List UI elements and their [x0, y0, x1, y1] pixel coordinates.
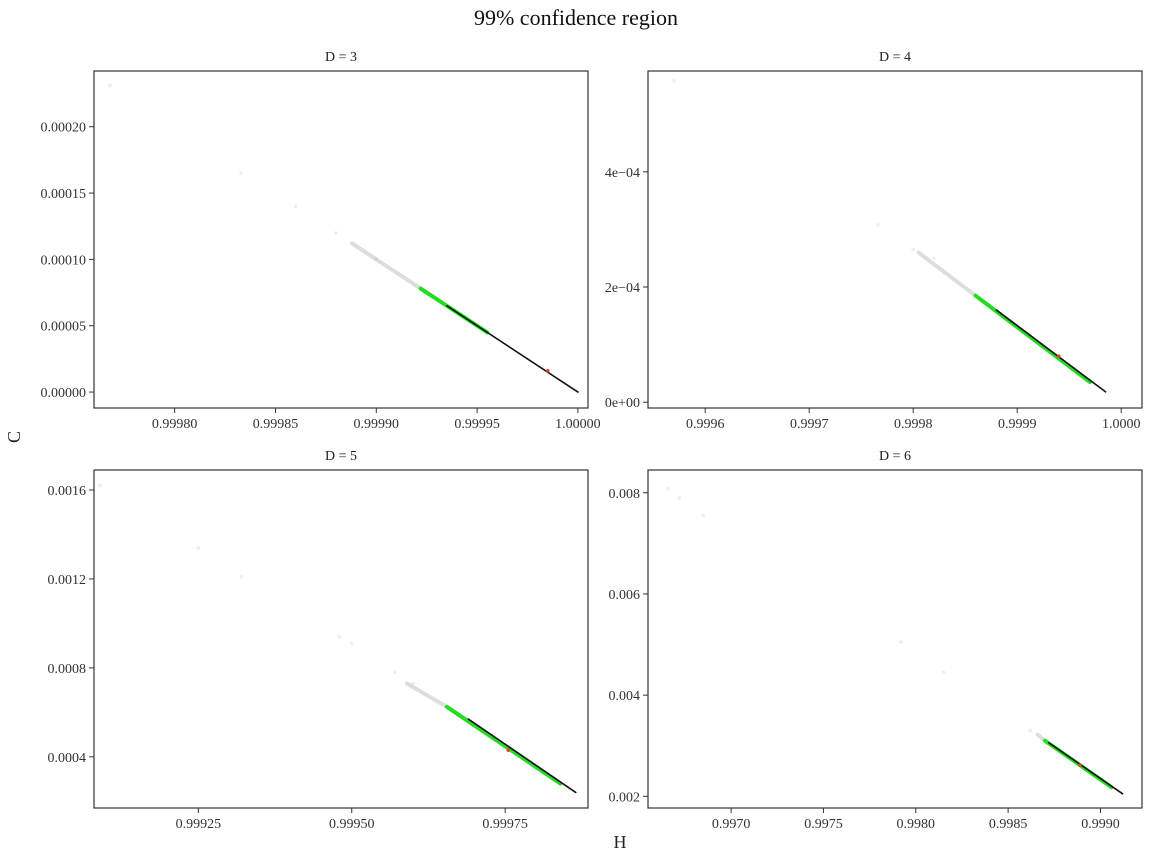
cloud-point	[672, 78, 676, 83]
y-tick-label: 0.008	[609, 487, 641, 502]
panel-border	[93, 70, 589, 409]
y-tick-label: 0.002	[609, 790, 641, 805]
x-tick-label: 0.9970	[712, 817, 751, 832]
y-tick-label: 0.0004	[48, 751, 87, 766]
y-tick-label: 0.00020	[41, 121, 87, 136]
panel-border	[647, 469, 1143, 809]
y-tick-label: 4e−04	[605, 166, 640, 181]
cloud-point	[392, 670, 397, 675]
y-tick-label: 2e−04	[605, 281, 640, 296]
cloud-point	[701, 513, 706, 518]
cloud-point	[239, 574, 244, 579]
cloud-point	[334, 231, 338, 235]
x-tick-label: 0.99995	[454, 417, 500, 432]
cloud-point	[374, 257, 379, 262]
panel-data	[666, 486, 1124, 795]
x-tick-label: 0.9998	[894, 417, 933, 432]
cloud-point	[239, 171, 243, 175]
facet-panel: D = 6 0.9970 0.9975 0.9980 0.9985 0.9990 0.002…	[609, 449, 1143, 832]
panel-data	[672, 78, 1107, 393]
x-tick-label: 0.9996	[686, 417, 725, 432]
x-axis-label: H	[613, 832, 627, 852]
facet-strip-title: D = 4	[879, 50, 911, 65]
x-tick-label: 1.0000	[1102, 417, 1141, 432]
cloud-point	[899, 640, 903, 644]
x-tick-label: 0.99985	[253, 417, 299, 432]
x-tick-label: 0.99980	[152, 417, 198, 432]
x-tick-label: 0.99925	[176, 817, 222, 832]
cloud-point	[941, 670, 946, 675]
facet-strip-title: D = 5	[325, 449, 357, 464]
y-tick-label: 0.0016	[48, 484, 87, 499]
panel-border	[93, 469, 589, 809]
estimate-point	[545, 369, 550, 373]
y-tick-label: 0.00005	[41, 320, 87, 335]
x-tick-label: 0.9975	[804, 817, 843, 832]
x-tick-label: 0.99990	[354, 417, 400, 432]
x-tick-label: 0.99950	[329, 817, 375, 832]
cloud-point	[349, 641, 354, 646]
estimate-point	[506, 748, 511, 752]
x-tick-label: 0.9985	[989, 817, 1028, 832]
cloud-point	[666, 486, 671, 491]
cloud-band	[916, 250, 978, 298]
facet-strip-title: D = 3	[325, 50, 357, 65]
x-tick-label: 0.99975	[482, 817, 528, 832]
panel-data	[98, 483, 577, 794]
confidence-region-band	[973, 293, 1092, 385]
x-tick-label: 0.9990	[1081, 817, 1120, 832]
cloud-point	[1028, 728, 1033, 733]
cloud-point	[196, 546, 201, 550]
x-tick-label: 1.00000	[555, 417, 601, 432]
cloud-band	[404, 681, 449, 709]
cloud-point	[411, 681, 415, 686]
estimate-point	[1078, 763, 1082, 767]
confidence-region-band	[444, 704, 563, 786]
panel-data	[108, 83, 579, 393]
x-tick-label: 0.9997	[790, 417, 829, 432]
y-tick-label: 0.0012	[48, 573, 87, 588]
y-tick-label: 0.00015	[41, 187, 87, 202]
x-tick-label: 0.9980	[897, 817, 936, 832]
y-tick-label: 0.0008	[48, 662, 87, 677]
facet-panel: D = 4 0.9996 0.9997 0.9998 0.9999 1.0000 0e+00…	[605, 50, 1143, 432]
cloud-point	[677, 496, 682, 500]
panel-border	[647, 70, 1143, 409]
cloud-point	[98, 483, 102, 488]
y-tick-label: 0.00000	[41, 386, 87, 401]
cloud-point	[932, 256, 936, 261]
y-tick-label: 0e+00	[605, 396, 640, 411]
facet-panel: D = 5 0.99925 0.99950 0.99975 0.0004 0.0008 0.…	[48, 449, 589, 832]
dense-core-line	[1047, 741, 1124, 795]
cloud-point	[108, 83, 112, 88]
y-tick-label: 0.00010	[41, 253, 87, 268]
dense-core-line	[467, 718, 577, 794]
x-tick-label: 0.9999	[998, 417, 1037, 432]
dense-core-line	[995, 309, 1107, 393]
cloud-point	[911, 247, 915, 252]
cloud-band	[350, 241, 429, 295]
facet-panel: D = 3 0.99980 0.99985 0.99990 0.99995 1.00000…	[41, 50, 601, 432]
cloud-point	[293, 204, 298, 209]
y-tick-label: 0.004	[609, 689, 641, 704]
figure-title: 99% confidence region	[473, 5, 679, 30]
dense-core-line	[446, 305, 579, 393]
cloud-point	[876, 223, 880, 227]
estimate-point	[1057, 354, 1061, 358]
cloud-point	[337, 634, 342, 639]
y-tick-label: 0.006	[609, 588, 641, 603]
facet-strip-title: D = 6	[879, 449, 911, 464]
